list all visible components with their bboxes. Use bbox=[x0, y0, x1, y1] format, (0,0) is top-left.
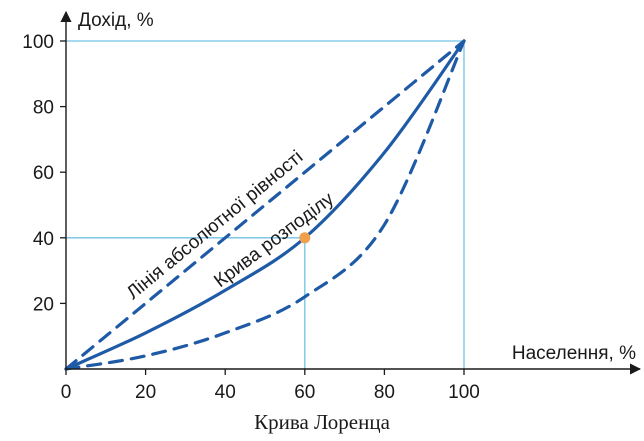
guide-lines bbox=[66, 40, 465, 369]
highlight-point bbox=[299, 232, 311, 244]
curves-layer bbox=[64, 39, 466, 371]
y-tick-label-60: 60 bbox=[33, 163, 54, 184]
x-axis-title: Населення, % bbox=[512, 343, 636, 364]
y-axis-title: Дохід, % bbox=[78, 10, 154, 31]
axes bbox=[60, 10, 642, 375]
x-tick-label-0: 0 bbox=[61, 382, 72, 403]
x-tick-label-20: 20 bbox=[135, 382, 156, 403]
x-tick-label-40: 40 bbox=[215, 382, 236, 403]
x-tick-label-60: 60 bbox=[294, 382, 315, 403]
series-line-1 bbox=[64, 39, 466, 371]
y-tick-label-40: 40 bbox=[33, 229, 54, 250]
x-tick-label-80: 80 bbox=[374, 382, 395, 403]
series-line-2 bbox=[64, 39, 466, 371]
y-tick-label-80: 80 bbox=[33, 98, 54, 119]
y-tick-label-20: 20 bbox=[33, 294, 54, 315]
series-line-0 bbox=[64, 39, 466, 371]
y-tick-label-100: 100 bbox=[22, 32, 54, 53]
x-tick-label-100: 100 bbox=[448, 382, 480, 403]
chart-caption: Крива Лоренца bbox=[254, 410, 390, 434]
tick-labels: 0 20 40 60 80 100 20 40 60 80 100 bbox=[22, 32, 480, 403]
